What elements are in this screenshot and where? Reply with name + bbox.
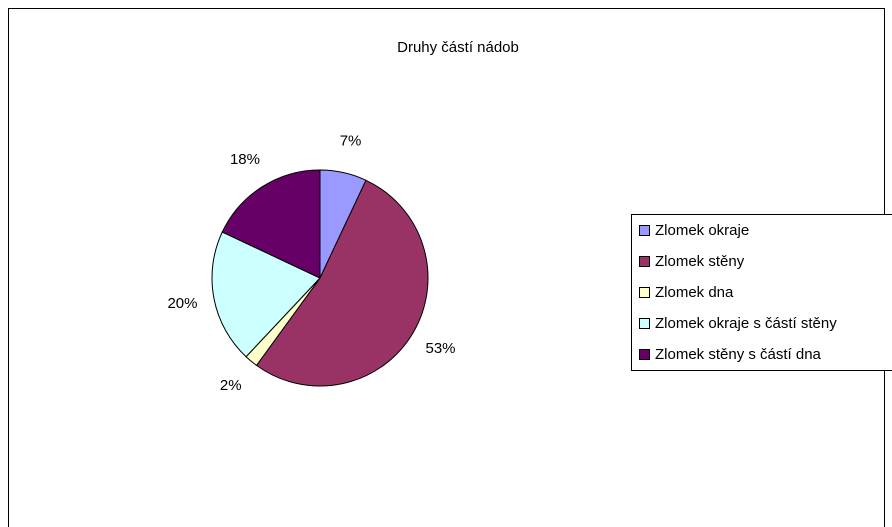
legend-swatch xyxy=(639,349,650,360)
pie-slice xyxy=(211,231,321,358)
legend-swatch xyxy=(639,318,650,329)
legend-label: Zlomek dna xyxy=(655,284,734,301)
data-label: 20% xyxy=(167,295,197,312)
legend-swatch xyxy=(639,256,650,267)
legend-box xyxy=(631,214,892,371)
legend-label: Zlomek stěny xyxy=(655,253,745,270)
legend-label: Zlomek okraje xyxy=(655,222,749,239)
data-label: 2% xyxy=(220,377,242,394)
data-label: 18% xyxy=(230,151,260,168)
pie-slice xyxy=(221,169,321,279)
legend-swatch xyxy=(639,225,650,236)
legend-label: Zlomek stěny s částí dna xyxy=(655,346,822,363)
legend-label: Zlomek okraje s částí stěny xyxy=(655,315,837,332)
data-label: 53% xyxy=(425,340,455,357)
data-label: 7% xyxy=(340,132,362,149)
pie-slice xyxy=(255,179,429,387)
chart-title: Druhy částí nádob xyxy=(397,39,519,56)
legend-swatch xyxy=(639,287,650,298)
